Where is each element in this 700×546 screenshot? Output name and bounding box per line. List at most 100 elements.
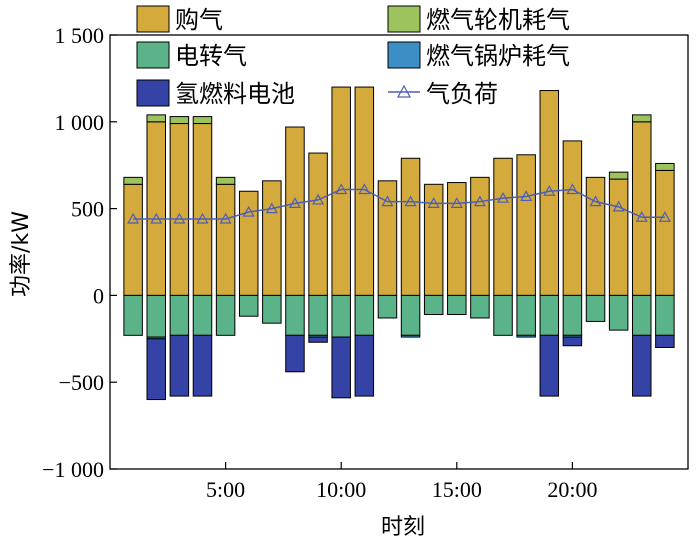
line-point-16 xyxy=(473,195,486,207)
line-point-18 xyxy=(520,190,533,202)
bar-3-21 xyxy=(585,294,606,322)
bar-2-22 xyxy=(608,171,629,180)
line-point-22 xyxy=(612,200,625,212)
bar-1-10 xyxy=(331,86,351,296)
bar-1-4 xyxy=(192,123,213,296)
legend-swatch xyxy=(387,5,421,33)
bar-5-2 xyxy=(146,338,166,401)
bar-5-19 xyxy=(539,334,560,397)
bar-4-18 xyxy=(516,334,536,338)
y-tick-label: 0 xyxy=(93,283,104,308)
bar-5-4 xyxy=(192,334,213,397)
bar-5-20 xyxy=(562,336,583,347)
bar-1-17 xyxy=(493,157,513,296)
line-point-1 xyxy=(127,212,140,224)
bar-3-11 xyxy=(354,294,375,336)
bar-3-23 xyxy=(632,294,652,336)
bar-1-21 xyxy=(585,176,606,296)
line-point-10 xyxy=(335,183,348,195)
line-point-15 xyxy=(450,197,463,208)
x-tick-label: 20:00 xyxy=(547,477,597,502)
bar-3-9 xyxy=(308,294,328,336)
y-tick-label: −1 000 xyxy=(42,457,104,482)
legend-label: 购气 xyxy=(175,6,223,34)
line-point-3 xyxy=(173,212,186,224)
bar-5-11 xyxy=(354,334,375,397)
bar-2-24 xyxy=(655,162,675,171)
bar-2-4 xyxy=(192,116,213,125)
bar-1-16 xyxy=(470,176,490,296)
bar-3-15 xyxy=(447,294,467,315)
legend-label: 燃气轮机耗气 xyxy=(426,6,570,34)
y-tick-label: −500 xyxy=(59,370,104,395)
y-tick-label: 500 xyxy=(71,197,104,222)
bar-1-8 xyxy=(285,126,305,296)
legend-swatch xyxy=(136,79,170,107)
bar-3-6 xyxy=(238,294,259,317)
legend-label: 氢燃料电池 xyxy=(175,80,295,108)
bar-3-1 xyxy=(123,294,143,336)
x-tick-label: 15:00 xyxy=(432,477,482,502)
line-point-4 xyxy=(196,212,209,224)
line-point-2 xyxy=(150,212,163,224)
bar-1-5 xyxy=(215,183,236,296)
bar-3-12 xyxy=(377,294,398,319)
bar-1-22 xyxy=(608,178,629,296)
bar-3-4 xyxy=(192,294,213,336)
bar-3-18 xyxy=(516,294,536,336)
legend-label: 电转气 xyxy=(175,42,247,70)
line-point-6 xyxy=(242,205,255,217)
bars-layer xyxy=(123,86,675,401)
line-series-1 xyxy=(133,188,665,220)
line-point-13 xyxy=(404,195,417,207)
y-tick-label: 1 500 xyxy=(55,23,105,48)
bar-3-14 xyxy=(423,294,444,315)
line-point-21 xyxy=(589,195,602,207)
y-tick-label: 1 000 xyxy=(55,110,105,135)
bar-1-1 xyxy=(123,183,143,296)
bar-3-24 xyxy=(655,294,675,336)
bar-1-14 xyxy=(423,183,444,296)
line-point-12 xyxy=(381,195,394,207)
line-point-7 xyxy=(265,202,278,214)
bar-3-20 xyxy=(562,294,583,336)
bar-5-10 xyxy=(331,336,351,399)
line-point-20 xyxy=(566,183,579,195)
bar-3-16 xyxy=(470,294,490,319)
line-point-9 xyxy=(312,193,325,205)
legend-swatch xyxy=(387,41,421,69)
bar-2-3 xyxy=(169,116,190,125)
bar-5-24 xyxy=(655,334,675,348)
bar-5-3 xyxy=(169,334,190,397)
legend-label: 气负荷 xyxy=(426,80,498,108)
bar-3-13 xyxy=(400,294,421,336)
bar-3-5 xyxy=(215,294,236,336)
line-point-19 xyxy=(543,185,556,196)
bar-3-3 xyxy=(169,294,190,336)
bar-1-13 xyxy=(400,157,421,296)
bar-1-18 xyxy=(516,154,536,296)
bar-1-9 xyxy=(308,152,328,296)
bar-1-24 xyxy=(655,169,675,296)
axes-layer: −1 000 −500 0 500 1 000 1 500 5:00 10:00 15:00 20… xyxy=(42,23,689,502)
bar-1-23 xyxy=(632,121,652,296)
bar-2-1 xyxy=(123,176,143,185)
bar-3-19 xyxy=(539,294,560,336)
bar-3-17 xyxy=(493,294,513,336)
bar-1-3 xyxy=(169,123,190,296)
bar-3-10 xyxy=(331,294,351,338)
legend-label: 燃气锅炉耗气 xyxy=(426,42,570,70)
plot-frame xyxy=(109,34,689,470)
bar-1-11 xyxy=(354,86,375,296)
line-point-24 xyxy=(658,211,671,222)
bar-2-2 xyxy=(146,114,166,123)
bar-5-8 xyxy=(285,334,305,373)
line-layer xyxy=(127,183,671,224)
x-tick-label: 10:00 xyxy=(316,477,366,502)
legend-swatch xyxy=(136,5,170,33)
bar-1-2 xyxy=(146,121,166,296)
line-point-17 xyxy=(497,191,510,203)
legend-marker xyxy=(396,84,412,98)
bar-1-20 xyxy=(562,140,583,296)
